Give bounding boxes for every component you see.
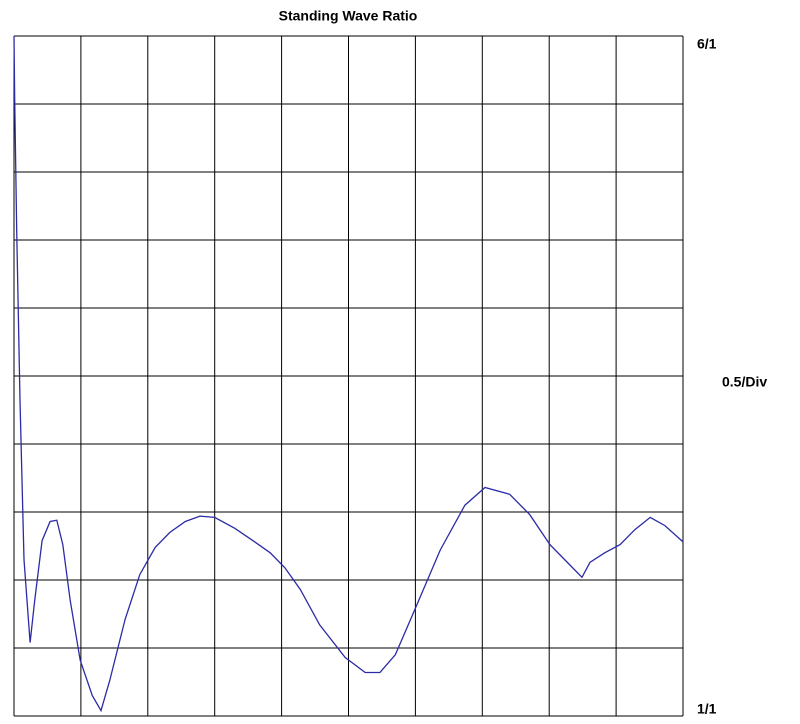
data-line [13,35,684,713]
chart-title: Standing Wave Ratio [279,8,418,24]
y-tick-label: 1/1 [697,701,717,717]
y-division-label: 0.5/Div [722,374,767,390]
y-tick-label: 6/1 [697,36,717,52]
